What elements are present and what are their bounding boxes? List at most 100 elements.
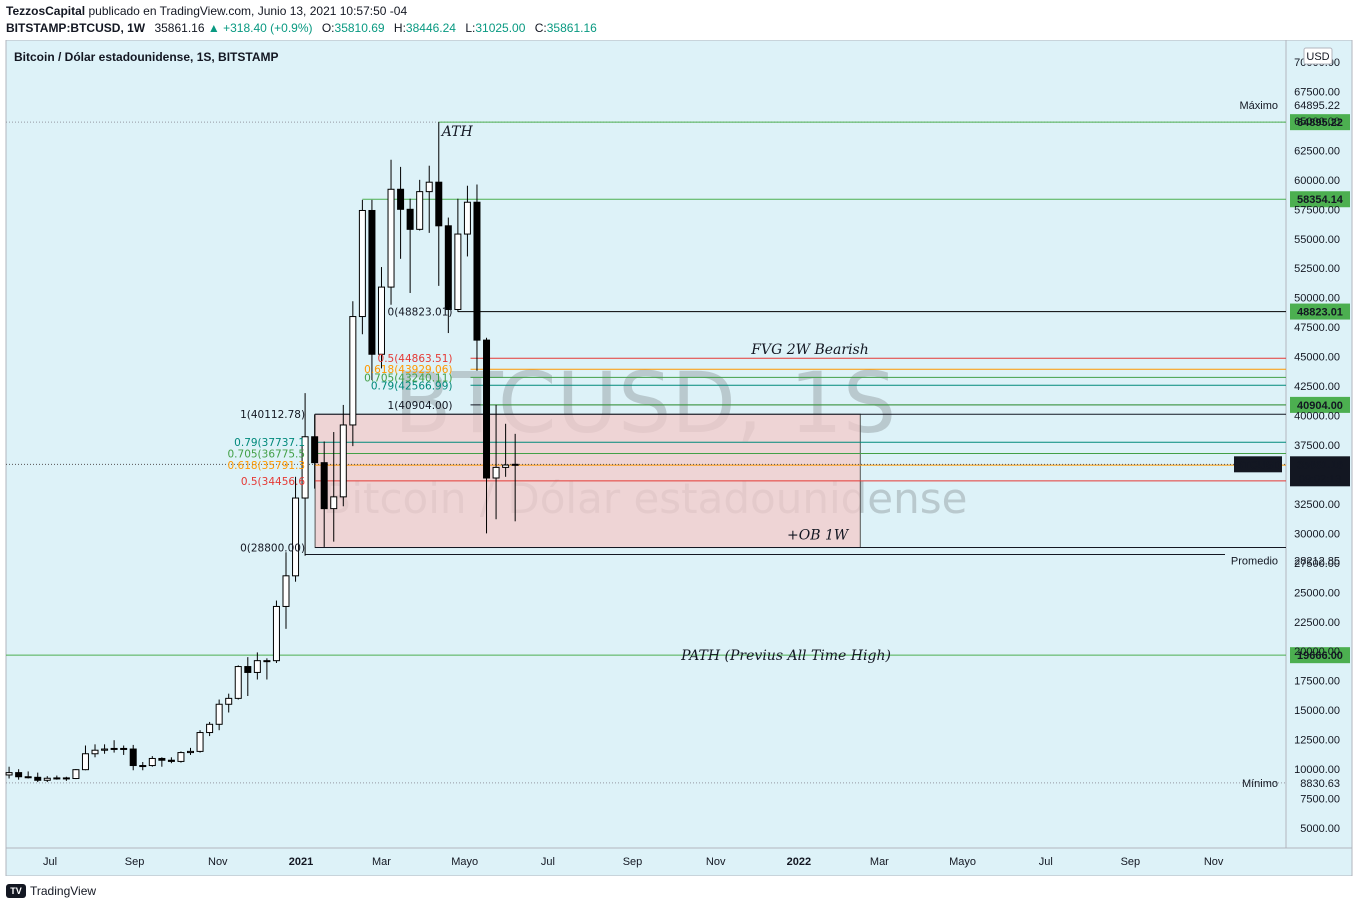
average-value: 28212.85 [1294,555,1340,567]
price-tick-label: 62500.00 [1294,145,1340,157]
time-tick-label: Nov [208,856,228,868]
symbol-name[interactable]: BITSTAMP:BTCUSD [6,21,121,35]
current-price-text: 35861.16 [1297,459,1343,471]
candle-body [81,753,89,771]
candle [435,122,443,286]
chart-title: Bitcoin / Dólar estadounidense, 1S, BITS… [14,50,278,64]
candle-body [110,747,118,750]
candle [454,198,462,312]
price-tick-label: 57500.00 [1294,204,1340,216]
candle-body [511,463,519,466]
price-tick-label: 45000.00 [1294,352,1340,364]
candle-body [292,497,300,577]
time-tick-label: Jul [1039,856,1053,868]
candle [129,744,137,771]
candle-body [206,723,214,734]
candle [62,776,70,781]
fib-lower-label: 0.618(35791.3 [228,460,306,472]
candle [387,159,395,305]
tradingview-logo-icon: TV [6,884,26,898]
candle [34,772,42,783]
candle [187,747,195,755]
candle [101,744,109,754]
price-tick-label: 50000.00 [1294,293,1340,305]
candle-body [244,666,252,673]
close-value: 35861.16 [546,21,597,35]
fib-upper-label: 0.79(42566.99) [371,380,453,392]
candle-body [463,201,471,235]
price-tick-label: 67500.00 [1294,86,1340,98]
candle-body [72,769,80,780]
candle [406,198,414,293]
candle-body [167,759,175,762]
candle [368,199,376,381]
fvg-label: FVG 2W Bearish [750,342,869,358]
brand[interactable]: TV TradingView [6,884,96,898]
fib-upper-label: 0.618(43929.06) [364,364,452,376]
candle [206,721,214,737]
candle [158,757,166,767]
fib-lower-label: 0.5(34456.6 [241,476,306,488]
candle [444,217,452,334]
price-tick-label: 20000.00 [1294,646,1340,658]
candle [377,267,385,369]
candle-body [416,191,424,230]
candle-body [62,777,70,780]
time-tick-label: Sep [125,856,145,868]
candle [215,699,223,731]
candle [263,658,271,680]
price-tick-label: 40000.00 [1294,411,1340,423]
candle [311,414,319,489]
time-tick-label: Nov [706,856,726,868]
candles-layer [5,122,519,783]
price-axis[interactable]: 64895.22 58354.14 48823.01 40904.00 19666.00… [1231,57,1350,835]
currency-badge[interactable] [1303,47,1333,65]
chart-footer: TV TradingView [0,876,1358,910]
fib-lower-label: 1(40112.78) [240,409,305,421]
time-tick-label: 2022 [787,856,811,868]
candle-body [377,286,385,355]
candle [511,433,519,522]
open-label: O: [321,21,335,35]
fib-upper-label: 1(40904.00) [388,400,453,412]
candle-body [272,605,280,662]
time-tick-label: Mar [870,856,889,868]
price-change: +318.40 (+0.9%) [223,21,313,35]
time-axis[interactable]: Jul Sep Nov 2021 Mar Mayo Jul Sep Nov 2022 Mar Mayo… [43,856,1224,868]
candle-body [425,181,433,193]
price-tick-label: 32500.00 [1294,499,1340,511]
low-label: L: [465,21,476,35]
average-label: Promedio [1231,555,1278,567]
candle-body [282,575,290,607]
brand-name: TradingView [30,884,97,898]
price-tick-label: 25000.00 [1294,587,1340,599]
price-tick-label: 10000.00 [1294,764,1340,776]
candle [15,769,23,780]
candle [330,432,338,542]
candle-body [139,765,147,768]
candle-body [34,776,42,781]
price-chart[interactable]: BTCUSD, 1S Bitcoin / Dólar estadounidens… [0,40,1358,876]
level-price-text: 58354.14 [1297,194,1344,206]
candle-body [444,225,452,310]
candle [473,184,481,371]
candle [425,165,433,233]
candle-body [502,464,510,468]
level-price-text: 40904.00 [1297,400,1343,412]
candle [244,657,252,697]
author-name[interactable]: TezzosCapital [6,4,86,18]
candle [72,769,80,780]
candle-body [320,462,328,510]
candle [167,757,175,764]
interval-label[interactable]: 1W [127,21,146,35]
candle [225,693,233,713]
candle-body [148,757,156,767]
level-price-tag [1290,647,1350,664]
fib-lower-label: 0.79(37737.1 [234,437,305,449]
ticker-tag [1234,456,1282,473]
candle [81,745,89,771]
price-tick-label: 55000.00 [1294,234,1340,246]
candle [234,665,242,700]
candle [502,423,510,477]
close-label: C: [534,21,547,35]
